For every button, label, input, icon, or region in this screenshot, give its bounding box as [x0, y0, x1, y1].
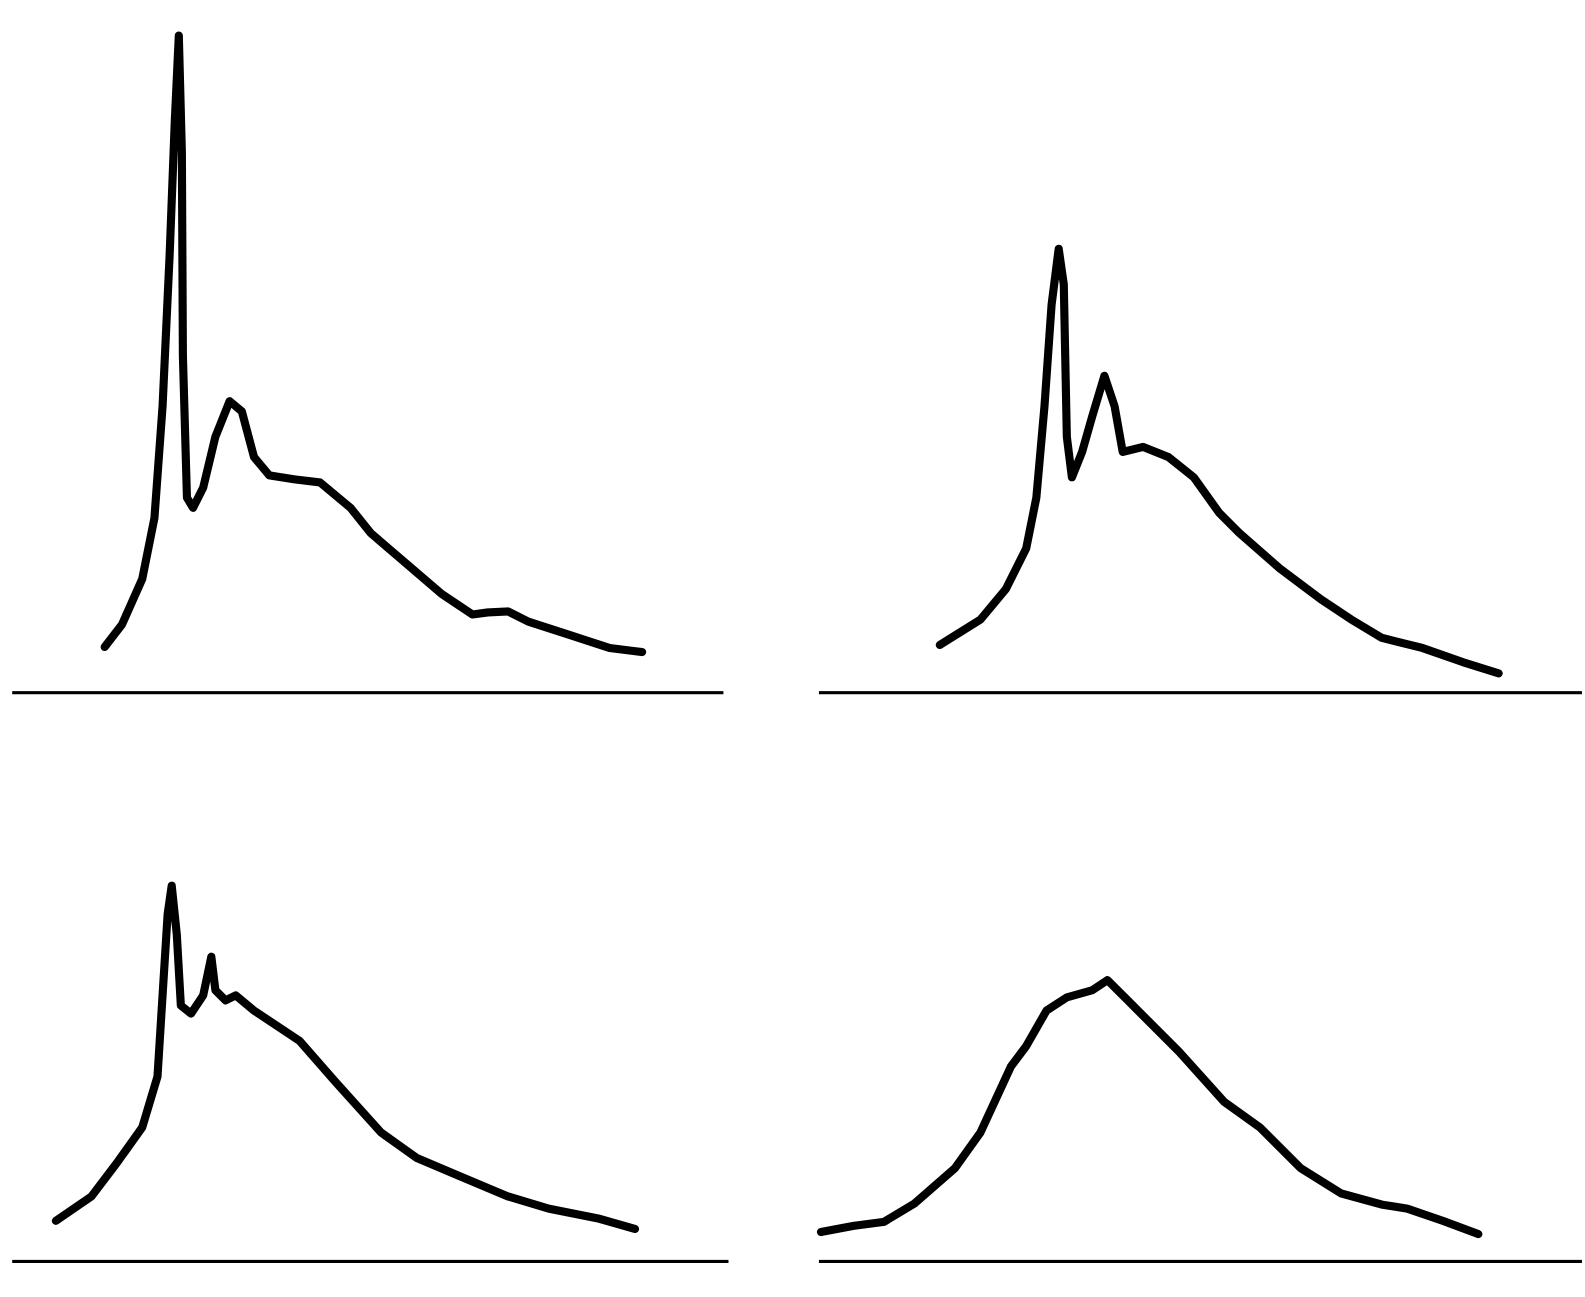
line-series [100, 31, 647, 657]
line-series [51, 881, 640, 1234]
line-series [816, 976, 1483, 1239]
line-series [935, 244, 1503, 678]
